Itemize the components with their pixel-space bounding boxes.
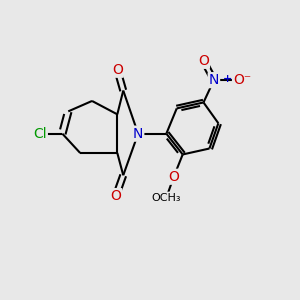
Text: O: O <box>110 189 121 203</box>
Text: Cl: Cl <box>33 127 47 141</box>
Text: O⁻: O⁻ <box>233 73 251 87</box>
Text: OCH₃: OCH₃ <box>152 193 181 202</box>
Text: O: O <box>112 63 123 77</box>
Text: N: N <box>133 127 143 141</box>
Text: N: N <box>209 73 219 87</box>
Text: +: + <box>223 74 232 84</box>
Text: O: O <box>168 170 179 184</box>
Text: O: O <box>198 54 209 68</box>
